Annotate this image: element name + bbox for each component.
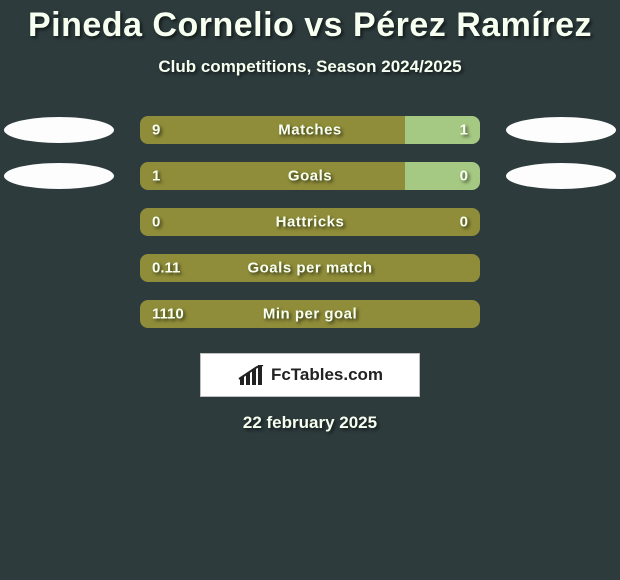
logo: FcTables.com [200,353,420,397]
stat-value-left: 9 [152,122,160,139]
logo-text: FcTables.com [271,365,383,385]
stat-bar: Goals 1 0 [140,162,480,190]
stat-bar: Matches 9 1 [140,116,480,144]
stat-label: Goals per match [247,260,372,277]
comparison-row: Matches 9 1 [0,107,620,153]
comparison-row: Goals 1 0 [0,153,620,199]
team-left-badge [4,163,114,189]
comparison-row: Hattricks 0 0 [0,199,620,245]
stat-bar-left-segment [140,162,405,190]
comparison-row: Goals per match 0.11 [0,245,620,291]
stat-label: Hattricks [276,214,345,231]
stat-value-left: 1 [152,168,160,185]
stat-bar-right-segment [405,162,480,190]
stat-value-left: 1110 [152,306,184,323]
stat-value-right: 0 [460,168,468,185]
team-right-badge [506,117,616,143]
stat-bar-left-segment [140,116,405,144]
team-right-badge [506,163,616,189]
chart-icon [237,365,265,385]
stat-value-right: 0 [460,214,468,231]
team-left-badge [4,117,114,143]
stat-bar: Min per goal 1110 [140,300,480,328]
stat-bar: Hattricks 0 0 [140,208,480,236]
stat-bar-right-segment [405,116,480,144]
stat-value-right: 1 [460,122,468,139]
stat-bar: Goals per match 0.11 [140,254,480,282]
comparison-row: Min per goal 1110 [0,291,620,337]
canvas: Pineda Cornelio vs Pérez Ramírez Club co… [0,0,620,580]
stat-label: Min per goal [263,306,357,323]
stat-label: Goals [288,168,332,185]
stat-value-left: 0.11 [152,260,180,277]
comparison-rows: Matches 9 1 Goals 1 0 Hattricks 0 0 Goals per mat… [0,107,620,337]
date-label: 22 february 2025 [0,413,620,433]
stat-value-left: 0 [152,214,160,231]
stat-label: Matches [278,122,342,139]
page-title: Pineda Cornelio vs Pérez Ramírez [0,0,620,45]
subtitle: Club competitions, Season 2024/2025 [0,57,620,77]
